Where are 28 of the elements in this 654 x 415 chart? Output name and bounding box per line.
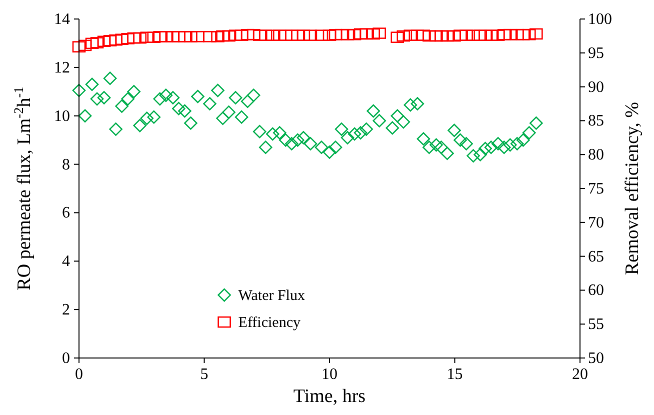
y2-tick-label: 70 <box>588 214 604 232</box>
y2-tick-label: 75 <box>588 180 604 198</box>
y2-tick-label: 55 <box>588 316 604 334</box>
y2-tick-label: 60 <box>588 282 604 300</box>
y2-tick-label: 80 <box>588 146 604 164</box>
y-tick-label: 10 <box>54 108 70 125</box>
x-tick-label: 20 <box>572 366 588 383</box>
x-tick-label: 15 <box>446 366 463 383</box>
y2-tick-label: 85 <box>588 112 604 130</box>
y2-tick-label: 90 <box>588 78 604 96</box>
y-tick-label: 0 <box>62 350 70 367</box>
y2-tick-label: 50 <box>588 350 604 367</box>
y2-tick-label: 65 <box>588 248 604 266</box>
y-tick-label: 14 <box>54 11 70 28</box>
legend-label: Efficiency <box>238 315 301 332</box>
y2-tick-label: 95 <box>588 44 604 62</box>
x-tick-label: 0 <box>75 366 83 383</box>
y-tick-label: 8 <box>62 156 70 174</box>
y-tick-label: 4 <box>62 253 70 270</box>
y-tick-label: 12 <box>54 59 70 76</box>
x-tick-label: 10 <box>322 366 338 383</box>
y2-tick-label: 100 <box>588 11 612 28</box>
y-tick-label: 6 <box>62 204 70 222</box>
x-axis-title: Time, hrs <box>293 386 366 407</box>
x-tick-label: 5 <box>200 366 208 383</box>
legend-label: Water Flux <box>238 288 306 304</box>
y2-axis-title: Removal efficiency, % <box>622 102 643 276</box>
y-tick-label: 2 <box>62 302 70 319</box>
